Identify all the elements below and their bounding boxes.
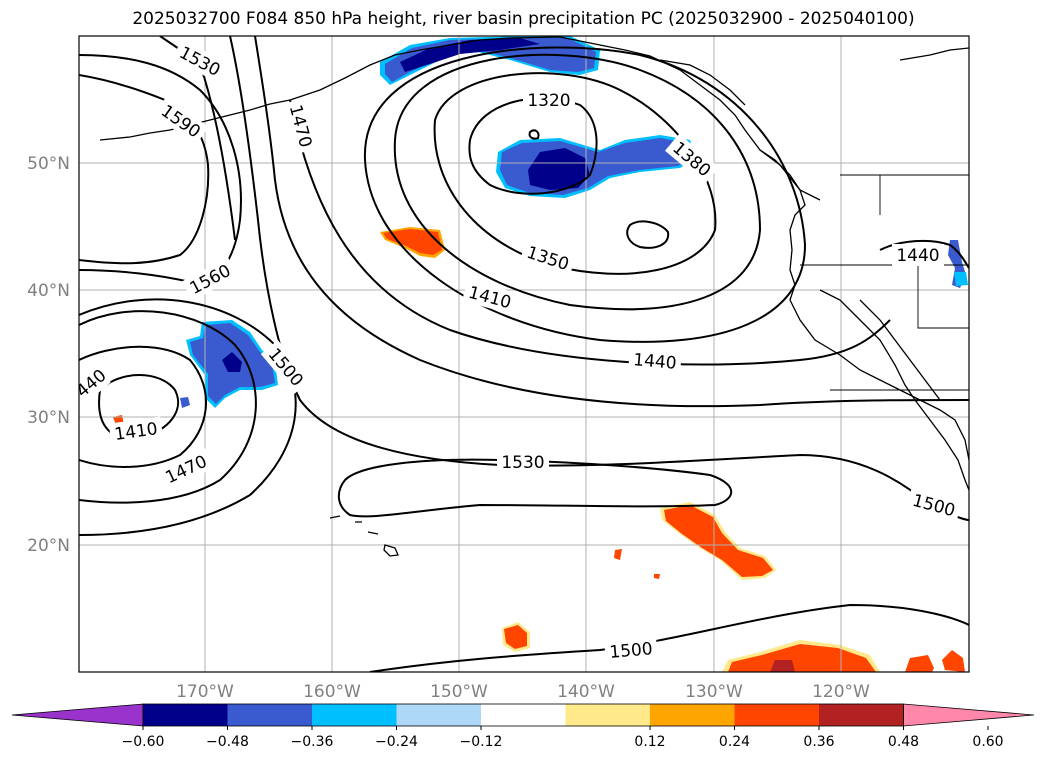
colorbar-segment <box>734 704 819 726</box>
colorbar-segment <box>312 704 397 726</box>
lat-label: 20°N <box>27 536 70 556</box>
lon-label: 120°W <box>812 682 870 702</box>
positive-anomaly-dot-2 <box>654 574 660 579</box>
contour-1440-east <box>879 239 969 269</box>
gulf-california <box>859 299 941 401</box>
lat-label: 50°N <box>27 154 70 174</box>
us-border-outline <box>800 174 969 391</box>
map-layers: 1530 1590 1470 1320 1380 1560 1350 1410 … <box>79 36 969 672</box>
colorbar-segment <box>143 704 228 726</box>
colorbar-segment <box>396 704 481 726</box>
positive-anomaly-south-2-dark <box>770 660 795 672</box>
negative-anomaly-central-pacific-core <box>222 352 242 372</box>
negative-anomaly-gulf-alaska-core <box>528 148 590 190</box>
contour-1590 <box>79 74 210 265</box>
colorbar-segment <box>565 704 650 726</box>
colorbar-tick-label: 0.36 <box>803 734 834 750</box>
longitude-labels: 170°W 160°W 150°W 140°W 130°W 120°W <box>176 682 870 702</box>
lon-label: 150°W <box>430 682 488 702</box>
colorbar-tick-label: 0.24 <box>719 734 750 750</box>
negative-anomaly-small-blob <box>180 397 190 408</box>
baja-peninsula <box>819 289 969 491</box>
latitude-labels: 50°N 40°N 30°N 20°N <box>27 154 70 556</box>
colorbar-segment <box>227 704 312 726</box>
colorbar-tick-label: −0.24 <box>375 734 418 750</box>
colorbar-segment <box>819 704 904 726</box>
contour-1440-low <box>79 345 207 468</box>
contour-label: 1530 <box>501 453 544 473</box>
positive-anomaly-north-pacific-core <box>383 229 442 255</box>
colorbar-tick-label: −0.36 <box>291 734 334 750</box>
bc-coast <box>759 149 969 461</box>
colorbar-extend-min <box>11 703 144 727</box>
colorbar-extend-max <box>903 703 1035 727</box>
positive-anomaly-south-2-core <box>728 644 876 672</box>
lon-label: 170°W <box>176 682 234 702</box>
colorbar-tick-label: −0.60 <box>122 734 165 750</box>
map-frame <box>78 35 970 673</box>
colorbar-tick-label: 0.12 <box>634 734 665 750</box>
alaska-coast <box>289 36 821 201</box>
contour-1560 <box>79 54 242 285</box>
negative-anomaly-rockies-light <box>954 272 968 286</box>
colorbar-tick-label: 0.48 <box>888 734 919 750</box>
alaska-inland-2 <box>899 47 969 61</box>
graticule <box>79 36 969 672</box>
positive-anomaly-south-4 <box>942 650 965 672</box>
map-title: 2025032700 F084 850 hPa height, river ba… <box>132 9 915 29</box>
colorbar-tick-label: 0.60 <box>972 734 1003 750</box>
colorbar-tick-label: −0.12 <box>460 734 503 750</box>
positive-anomaly-hawaii-east-core <box>664 505 773 577</box>
contour-1320-low <box>468 97 598 195</box>
height-contours <box>79 36 969 672</box>
lon-label: 160°W <box>303 682 361 702</box>
colorbar-outline <box>142 703 904 727</box>
contour-1500-low <box>79 298 297 536</box>
alaska-inland-1 <box>659 59 746 106</box>
contour-1470 <box>254 36 969 408</box>
positive-anomaly-south-1-core <box>504 625 527 649</box>
contour-1380 <box>393 53 762 311</box>
negative-anomaly-alaska-north-core <box>400 38 540 72</box>
lon-label: 130°W <box>685 682 743 702</box>
positive-anomaly-south-3 <box>905 655 934 672</box>
colorbar-segment <box>650 704 735 726</box>
contour-1500-south <box>369 603 969 672</box>
contour-1470-low <box>79 310 257 504</box>
colorbar-tick-label: −0.48 <box>206 734 249 750</box>
lat-label: 30°N <box>27 408 70 428</box>
contour-label: 1500 <box>609 639 654 663</box>
contour-1410-low <box>98 374 180 440</box>
positive-anomaly-dot-1 <box>614 549 622 560</box>
contour-label: 1440 <box>896 246 939 266</box>
contour-label: 1440 <box>632 350 677 374</box>
contour-tiny-ring <box>528 129 540 140</box>
contour-1350 <box>433 72 717 275</box>
contour-1440 <box>289 99 891 366</box>
lon-label: 140°W <box>557 682 615 702</box>
colorbar: −0.60 −0.48 −0.36 −0.24 −0.12 0.12 0.24 0.36 0.4… <box>11 703 1035 750</box>
hawaii-islands <box>329 515 399 557</box>
contour-label: 1320 <box>527 91 570 111</box>
contour-1500 <box>229 36 969 521</box>
contour-small-ring <box>626 220 670 249</box>
colorbar-segment <box>481 704 566 726</box>
lat-label: 40°N <box>27 281 70 301</box>
